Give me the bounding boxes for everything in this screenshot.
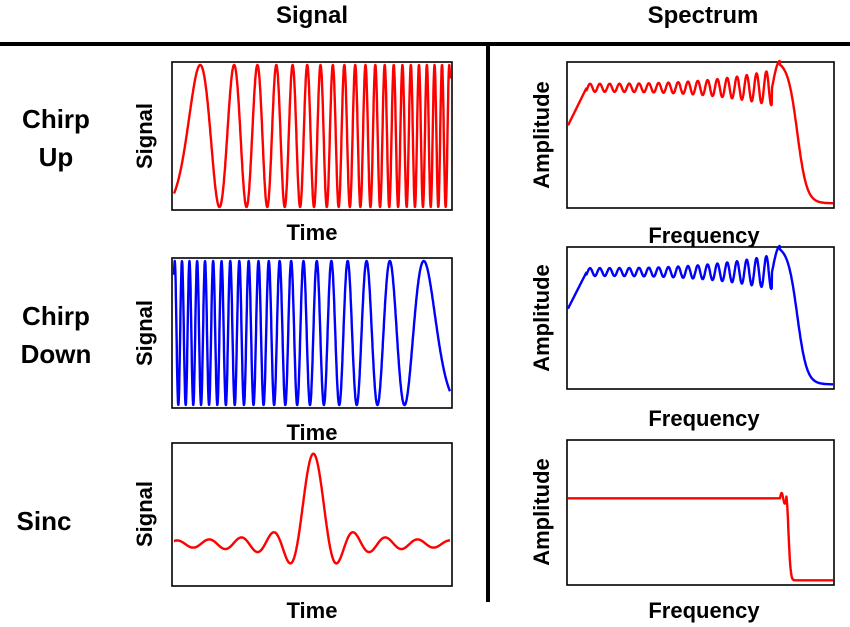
row-label-line: Down bbox=[21, 339, 92, 369]
spectrum-column-title: Spectrum bbox=[648, 2, 759, 29]
plot-frame bbox=[566, 439, 835, 586]
x-axis-label: Time bbox=[287, 598, 338, 623]
chirp-up-spectrum-plot: Frequency Amplitude bbox=[529, 59, 835, 248]
x-axis-label: Time bbox=[287, 220, 338, 245]
x-axis-label: Frequency bbox=[648, 598, 760, 623]
signal-trace bbox=[172, 259, 452, 407]
y-axis-label: Signal bbox=[132, 103, 157, 169]
chirp-down-spectrum-plot: Frequency Amplitude bbox=[529, 244, 835, 431]
y-axis-label: Amplitude bbox=[529, 81, 554, 189]
sinc-signal-plot: Time Signal bbox=[132, 442, 453, 623]
spectrum-trace bbox=[566, 244, 834, 386]
row-label-chirp-up: Chirp Up bbox=[22, 104, 90, 172]
sinc-spectrum-plot: Frequency Amplitude bbox=[529, 439, 835, 623]
row-label-sinc: Sinc bbox=[17, 506, 72, 536]
x-axis-label: Frequency bbox=[648, 223, 760, 248]
spectrum-trace bbox=[567, 491, 834, 582]
y-axis-label: Signal bbox=[132, 481, 157, 547]
row-label-line: Chirp bbox=[22, 104, 90, 134]
y-axis-label: Signal bbox=[132, 300, 157, 366]
chirp-up-signal-plot: Time Signal bbox=[132, 61, 453, 245]
plot-frame bbox=[171, 61, 453, 211]
x-axis-label: Frequency bbox=[648, 406, 760, 431]
signal-column-title: Signal bbox=[276, 2, 348, 29]
signal-trace bbox=[172, 63, 452, 209]
chirp-down-signal-plot: Time Signal bbox=[132, 257, 453, 445]
x-axis-label: Time bbox=[287, 420, 338, 445]
plot-frame bbox=[171, 257, 453, 409]
row-label-line: Sinc bbox=[17, 506, 72, 536]
spectrum-trace bbox=[566, 59, 834, 205]
plot-frame bbox=[566, 246, 835, 390]
y-axis-label: Amplitude bbox=[529, 458, 554, 566]
plot-frame bbox=[566, 61, 835, 209]
row-label-line: Up bbox=[39, 142, 74, 172]
row-label-chirp-down: Chirp Down bbox=[21, 301, 92, 369]
y-axis-label: Amplitude bbox=[529, 264, 554, 372]
signal-trace bbox=[173, 452, 451, 565]
row-label-line: Chirp bbox=[22, 301, 90, 331]
plot-frame bbox=[171, 442, 453, 587]
